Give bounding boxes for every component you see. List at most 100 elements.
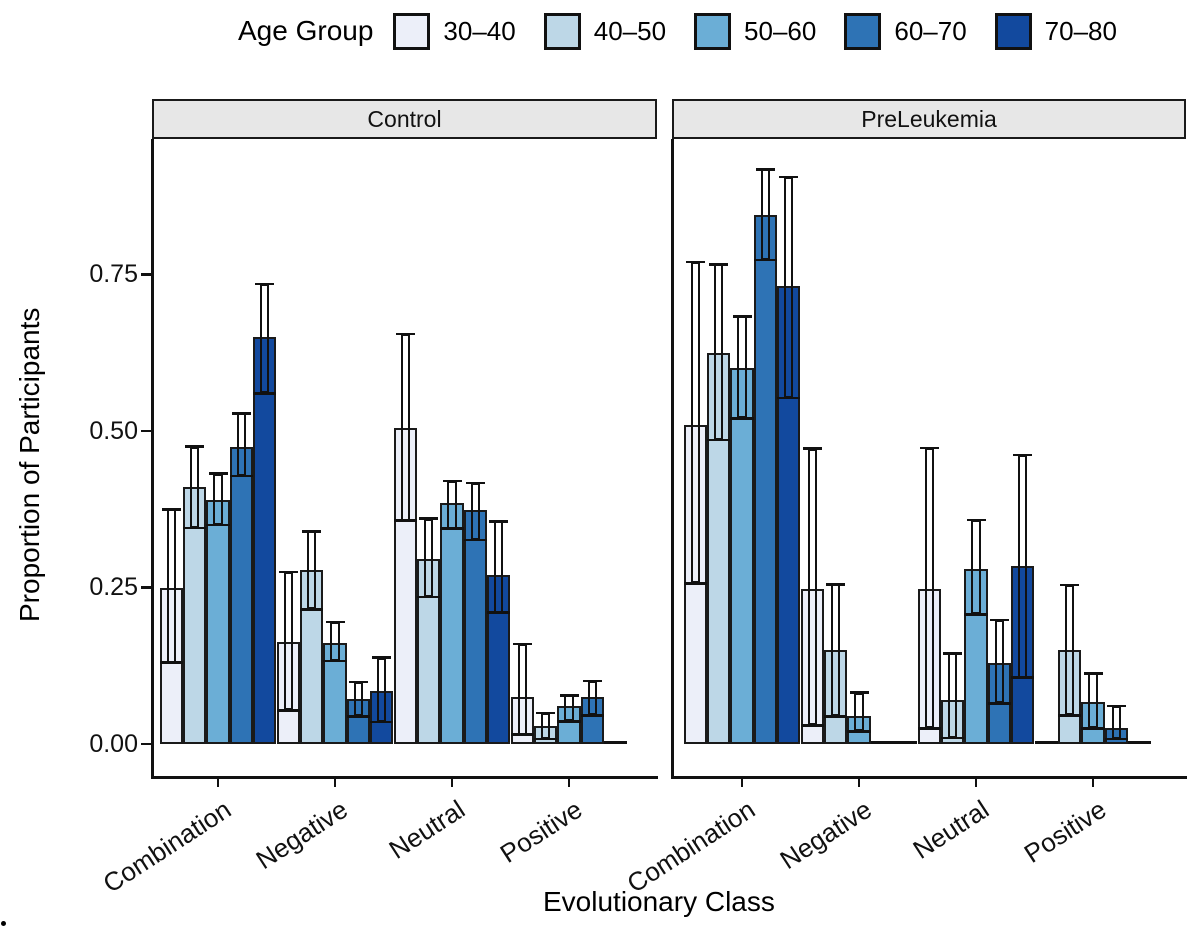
zero-bar [1034,741,1058,744]
error-bar [377,657,387,723]
x-axis-line [671,776,1187,779]
y-tick [141,429,151,433]
error-bar-bottom-cap [370,720,394,724]
error-bar [541,712,551,739]
legend-swatch-60-70-icon [844,12,882,50]
error-bar-bottom-cap [730,417,754,420]
bar [276,641,300,744]
error-bar [236,413,246,477]
bar [416,559,441,744]
error-bar-top-cap [1083,672,1103,675]
error-bar [470,482,480,540]
error-bar-bottom-cap [557,720,581,723]
error-bar-top-cap [231,412,251,415]
error-bar-bottom-cap [940,736,965,740]
bar [159,587,183,744]
facet-strip-label: Control [367,105,442,132]
error-bar-top-cap [1013,453,1033,457]
bar [964,568,988,744]
error-bar-bottom-cap [847,730,871,733]
error-bar-bottom-cap [1011,676,1035,680]
error-bar-bottom-cap [346,715,371,718]
error-bar [213,473,223,525]
legend-label: 60–70 [894,15,967,46]
error-bar-bottom-cap [777,396,801,400]
error-bar [994,620,1004,704]
x-tick-label: Negative [774,794,878,876]
bar [777,285,801,744]
error-bar-bottom-cap [1104,737,1129,741]
error-bar [424,518,434,597]
error-bar-top-cap [802,447,822,450]
error-bar-top-cap [325,620,345,624]
x-tick [334,778,337,787]
error-bar [564,695,574,722]
error-bar [307,531,317,610]
error-bar-bottom-cap [253,392,277,395]
x-tick [1092,778,1095,787]
legend-item: 70–80 [994,12,1117,50]
bar [940,700,965,744]
error-bar [447,481,457,529]
x-tick [858,778,861,787]
error-bar-top-cap [1106,704,1126,708]
y-tick-label: 0.50 [89,417,138,445]
error-bar-bottom-cap [510,733,534,736]
error-bar [784,176,794,398]
error-bar-bottom-cap [182,526,207,530]
facet-strip-preleukemia: PreLeukemia [672,99,1186,139]
x-tick [217,778,220,787]
error-bar-bottom-cap [823,715,848,718]
y-axis-line [151,139,154,778]
legend-swatch-30-40-icon [393,12,431,50]
error-bar-bottom-cap [440,527,464,531]
error-bar-top-cap [989,618,1009,622]
error-bar-bottom-cap [299,608,324,611]
error-bar-top-cap [1060,583,1080,587]
error-bar-top-cap [732,315,752,318]
y-tick [141,273,151,276]
x-tick [741,778,744,787]
error-bar [807,448,817,726]
error-bar-top-cap [278,570,298,574]
bar [463,509,488,744]
bar [730,368,754,744]
zero-bar [604,741,628,744]
zero-bar [1128,741,1152,744]
error-bar [948,653,958,738]
error-bar [1065,584,1075,716]
error-bar [971,519,981,615]
error-bar [494,521,504,613]
bar [1011,565,1035,744]
legend-item: 30–40 [393,12,516,50]
legend-item: 40–50 [543,12,667,50]
x-tick [451,778,454,787]
error-bar-bottom-cap [800,724,824,727]
y-tick-label: 0.25 [89,573,138,601]
error-bar-bottom-cap [487,611,511,614]
error-bar-top-cap [185,445,205,449]
x-axis-line [151,776,658,779]
error-bar [1088,673,1098,729]
legend-label: 70–80 [1044,15,1117,46]
error-bar-bottom-cap [159,661,183,664]
bar [370,690,394,744]
zero-bar [894,741,918,744]
legend-swatch-40-50-icon [543,12,581,50]
x-axis-title: Evolutionary Class [543,886,775,917]
error-bar-bottom-cap [323,659,347,663]
legend-item: 60–70 [844,12,967,50]
error-bar-bottom-cap [206,523,230,527]
error-bar-bottom-cap [1081,727,1105,730]
bar [253,337,277,744]
facet-strip-control: Control [152,99,657,139]
bar [800,588,824,744]
x-tick [975,778,978,787]
legend-label: 40–50 [593,15,667,46]
error-bar-bottom-cap [753,258,778,262]
bar [1081,702,1105,744]
error-bar-top-cap [582,679,602,683]
error-bar-top-cap [419,517,439,521]
